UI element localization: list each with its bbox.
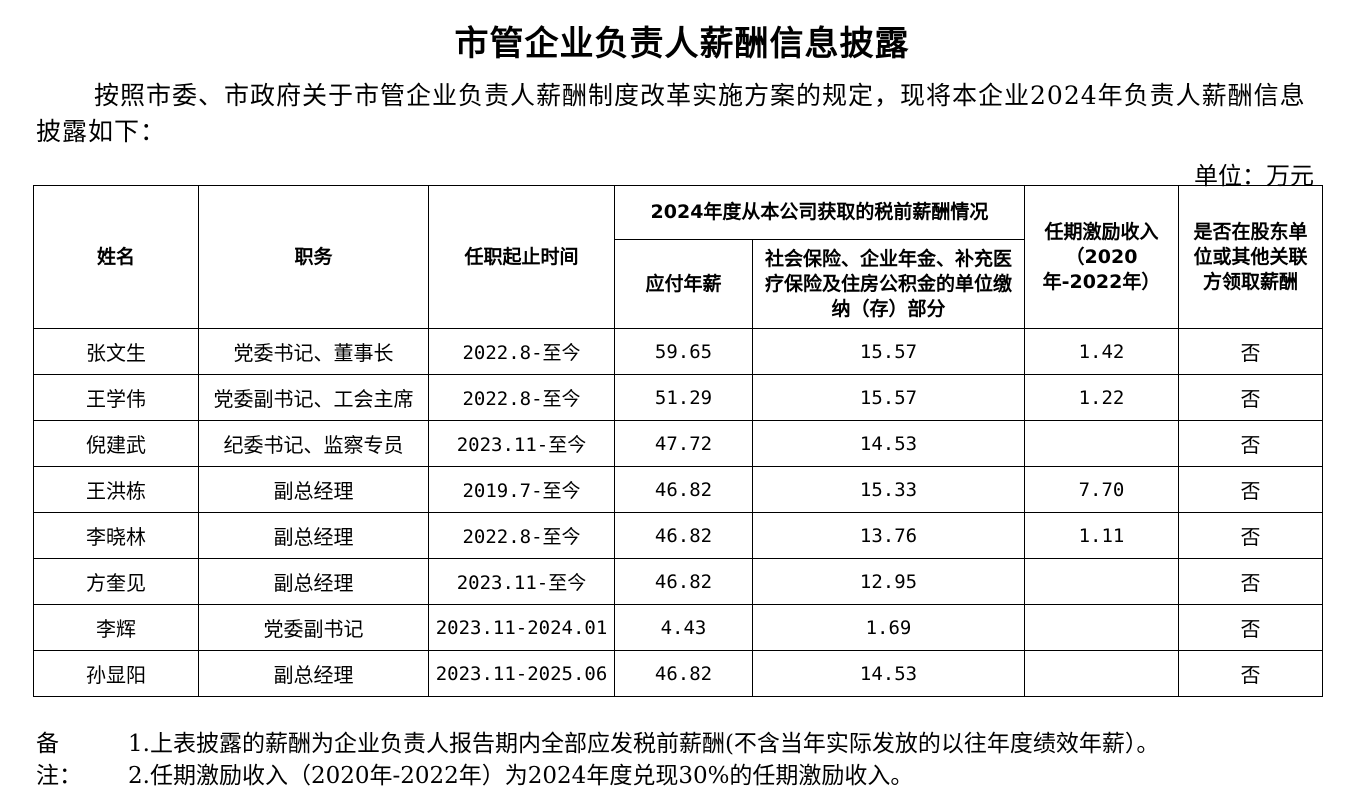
cell-incentive: 1.42 [1024, 328, 1179, 375]
cell-salary: 46.82 [614, 558, 753, 605]
cell-term: 2022.8-至今 [428, 374, 615, 421]
cell-incentive [1024, 650, 1179, 697]
header-pretax-group: 2024年度从本公司获取的税前薪酬情况 [614, 185, 1025, 240]
header-other-source: 是否在股东单位或其他关联方领取薪酬 [1178, 185, 1323, 329]
cell-incentive [1024, 558, 1179, 605]
cell-other-source: 否 [1178, 466, 1323, 513]
cell-position: 副总经理 [198, 558, 429, 605]
cell-incentive [1024, 420, 1179, 467]
cell-name: 王学伟 [33, 374, 199, 421]
cell-position: 副总经理 [198, 466, 429, 513]
cell-insurance: 15.57 [752, 374, 1025, 421]
table-row: 孙显阳 副总经理 2023.11-2025.06 46.82 14.53 否 [33, 650, 1323, 697]
table-row: 李辉 党委副书记 2023.11-2024.01 4.43 1.69 否 [33, 604, 1323, 651]
note-line: 1.上表披露的薪酬为企业负责人报告期内全部应发税前薪酬(不含当年实际发放的以往年… [128, 731, 1160, 757]
cell-position: 副总经理 [198, 512, 429, 559]
cell-name: 王洪栋 [33, 466, 199, 513]
cell-insurance: 14.53 [752, 420, 1025, 467]
cell-term: 2023.11-2024.01 [428, 604, 615, 651]
cell-name: 倪建武 [33, 420, 199, 467]
table-row: 王学伟 党委副书记、工会主席 2022.8-至今 51.29 15.57 1.2… [33, 374, 1323, 421]
cell-position: 党委副书记、工会主席 [198, 374, 429, 421]
cell-position: 党委副书记 [198, 604, 429, 651]
cell-other-source: 否 [1178, 512, 1323, 559]
cell-insurance: 14.53 [752, 650, 1025, 697]
cell-other-source: 否 [1178, 558, 1323, 605]
cell-insurance: 15.33 [752, 466, 1025, 513]
cell-term: 2022.8-至今 [428, 328, 615, 375]
page-title: 市管企业负责人薪酬信息披露 [454, 24, 910, 64]
header-incentive: 任期激励收入（2020年-2022年） [1024, 185, 1179, 329]
cell-salary: 4.43 [614, 604, 753, 651]
cell-term: 2022.8-至今 [428, 512, 615, 559]
cell-name: 李晓林 [33, 512, 199, 559]
cell-position: 副总经理 [198, 650, 429, 697]
cell-term: 2023.11-至今 [428, 558, 615, 605]
table-row: 李晓林 副总经理 2022.8-至今 46.82 13.76 1.11 否 [33, 512, 1323, 559]
table-row: 倪建武 纪委书记、监察专员 2023.11-至今 47.72 14.53 否 [33, 420, 1323, 467]
note-line: 2.任期激励收入（2020年-2022年）为2024年度兑现30%的任期激励收入… [128, 763, 914, 789]
intro-paragraph: 按照市委、市政府关于市管企业负责人薪酬制度改革实施方案的规定，现将本企业2024… [36, 81, 1306, 146]
table-row: 方奎见 副总经理 2023.11-至今 46.82 12.95 否 [33, 558, 1323, 605]
cell-other-source: 否 [1178, 328, 1323, 375]
cell-salary: 59.65 [614, 328, 753, 375]
cell-other-source: 否 [1178, 374, 1323, 421]
cell-name: 孙显阳 [33, 650, 199, 697]
cell-salary: 47.72 [614, 420, 753, 467]
cell-term: 2019.7-至今 [428, 466, 615, 513]
header-name: 姓名 [33, 185, 199, 329]
notes-label: 备注： [36, 731, 82, 789]
cell-name: 张文生 [33, 328, 199, 375]
table-row: 张文生 党委书记、董事长 2022.8-至今 59.65 15.57 1.42 … [33, 328, 1323, 375]
header-term: 任职起止时间 [428, 185, 615, 329]
cell-other-source: 否 [1178, 604, 1323, 651]
cell-insurance: 12.95 [752, 558, 1025, 605]
cell-other-source: 否 [1178, 650, 1323, 697]
header-insurance: 社会保险、企业年金、补充医疗保险及住房公积金的单位缴纳（存）部分 [752, 239, 1025, 329]
cell-incentive: 1.22 [1024, 374, 1179, 421]
cell-term: 2023.11-2025.06 [428, 650, 615, 697]
cell-other-source: 否 [1178, 420, 1323, 467]
cell-salary: 46.82 [614, 512, 753, 559]
cell-insurance: 15.57 [752, 328, 1025, 375]
cell-incentive [1024, 604, 1179, 651]
cell-insurance: 1.69 [752, 604, 1025, 651]
cell-position: 纪委书记、监察专员 [198, 420, 429, 467]
cell-name: 李辉 [33, 604, 199, 651]
cell-incentive: 7.70 [1024, 466, 1179, 513]
table-row: 王洪栋 副总经理 2019.7-至今 46.82 15.33 7.70 否 [33, 466, 1323, 513]
cell-position: 党委书记、董事长 [198, 328, 429, 375]
cell-term: 2023.11-至今 [428, 420, 615, 467]
header-salary: 应付年薪 [614, 239, 753, 329]
cell-name: 方奎见 [33, 558, 199, 605]
cell-salary: 46.82 [614, 650, 753, 697]
cell-incentive: 1.11 [1024, 512, 1179, 559]
cell-salary: 46.82 [614, 466, 753, 513]
cell-salary: 51.29 [614, 374, 753, 421]
salary-table: 姓名 职务 任职起止时间 2024年度从本公司获取的税前薪酬情况 任期激励收入（… [33, 185, 1323, 697]
header-position: 职务 [198, 185, 429, 329]
cell-insurance: 13.76 [752, 512, 1025, 559]
